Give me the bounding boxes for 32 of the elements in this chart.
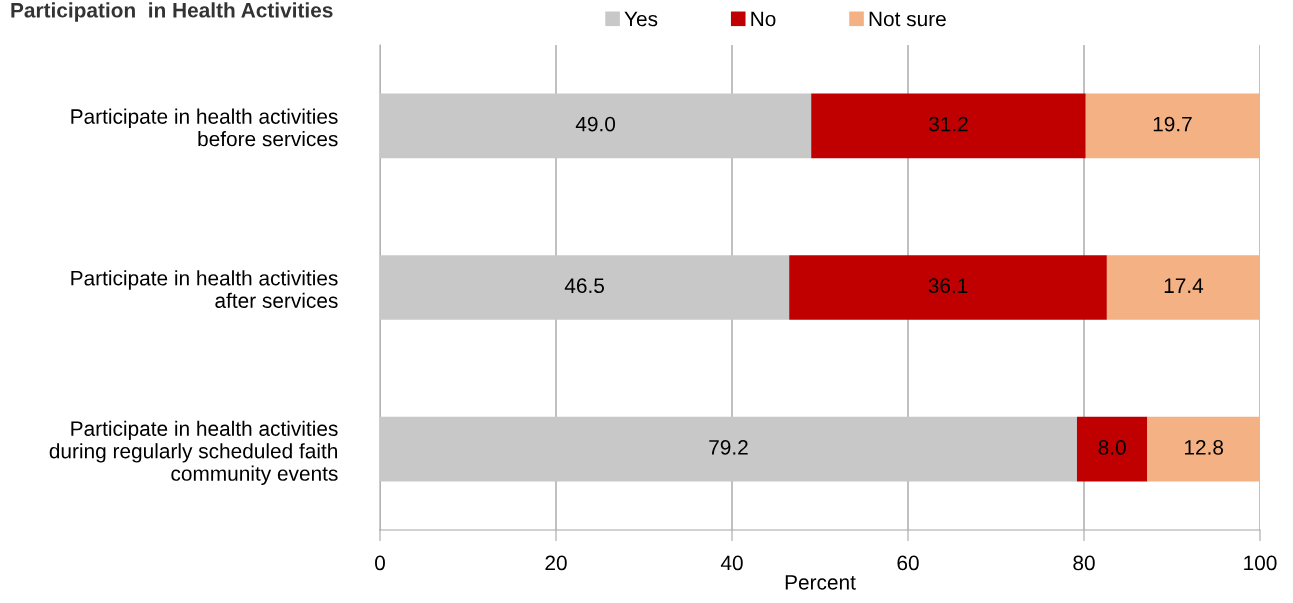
y-tick-label: Participate in health activities after services xyxy=(71,270,338,308)
x-tick-label: 0 xyxy=(375,555,385,571)
bar xyxy=(811,93,1086,159)
bar xyxy=(380,93,812,159)
legend-label: Yes xyxy=(624,11,658,27)
bar xyxy=(1106,255,1260,320)
x-tick-label: 60 xyxy=(897,555,919,571)
data-label: 36.1 xyxy=(928,278,968,294)
y-tick-label: Participate in health activities during regularly scheduled faith community events xyxy=(49,420,338,485)
x-tick-label: 20 xyxy=(545,555,567,571)
bar xyxy=(1147,416,1260,482)
x-tick-label: 40 xyxy=(720,555,743,571)
legend-label: No xyxy=(751,11,776,27)
data-label: 17.4 xyxy=(1164,278,1204,293)
data-label: 8.0 xyxy=(1098,440,1126,455)
data-label: 79.2 xyxy=(709,440,748,455)
x-axis-title: Percent xyxy=(785,575,856,590)
x-tick-label: 80 xyxy=(1073,555,1095,571)
data-label: 46.5 xyxy=(564,278,604,294)
data-label: 31.2 xyxy=(929,116,968,132)
bar xyxy=(1076,416,1148,482)
bar xyxy=(1085,93,1260,159)
bar xyxy=(380,255,790,320)
text: Participation in Health Activities xyxy=(11,2,333,22)
legend-label: Not sure xyxy=(869,11,946,27)
bar xyxy=(380,416,1077,482)
y-tick-label: Participate in health activities before services xyxy=(71,108,338,147)
data-label: 19.7 xyxy=(1153,116,1192,132)
bar xyxy=(789,255,1107,320)
x-tick-label: 100 xyxy=(1244,555,1277,571)
data-label: 49.0 xyxy=(575,116,616,132)
data-label: 12.8 xyxy=(1185,440,1224,455)
